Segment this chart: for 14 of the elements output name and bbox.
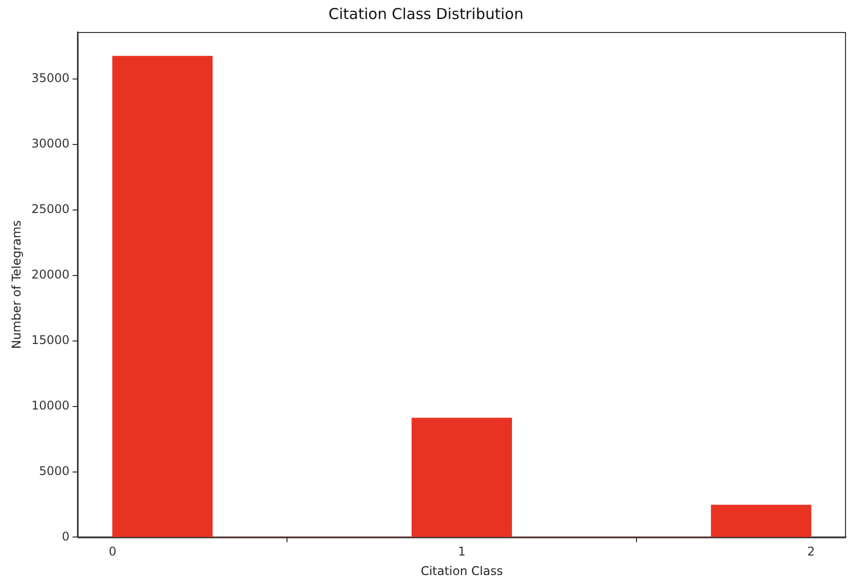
y-tick-label: 15000 [31,333,70,348]
x-tick-label: 2 [807,544,815,559]
x-tick-label: 1 [458,544,466,559]
x-axis-title: Citation Class [420,564,503,578]
y-tick-label: 30000 [31,136,70,151]
y-tick-label: 35000 [31,71,70,86]
y-tick-label: 5000 [39,464,70,478]
y-tick-label: 10000 [31,398,70,412]
y-axis-title: Number of Telegrams [9,220,24,349]
y-tick-label: 25000 [31,202,70,216]
x-tick-label: 0 [108,544,116,559]
y-tick-label: 0 [62,529,70,544]
chart-title: Citation Class Distribution [328,4,524,23]
y-tick-label: 20000 [31,268,70,282]
